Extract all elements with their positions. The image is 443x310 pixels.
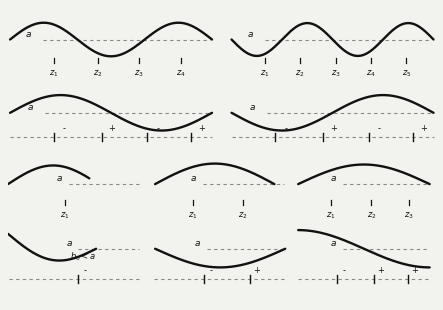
Text: $z_{2}$: $z_{2}$ bbox=[93, 68, 102, 79]
Text: +: + bbox=[330, 124, 337, 133]
Text: -: - bbox=[378, 124, 381, 133]
Text: +: + bbox=[109, 124, 116, 133]
Text: $z_{3}$: $z_{3}$ bbox=[331, 68, 341, 79]
Text: $z_{4}$: $z_{4}$ bbox=[176, 68, 186, 79]
Text: $a$: $a$ bbox=[190, 174, 197, 183]
Text: $a$: $a$ bbox=[330, 239, 337, 248]
Text: -: - bbox=[284, 124, 287, 133]
Text: $z_{1}$: $z_{1}$ bbox=[260, 68, 270, 79]
Text: $b_0 < a$: $b_0 < a$ bbox=[70, 250, 97, 263]
Text: +: + bbox=[253, 266, 260, 275]
Text: $a$: $a$ bbox=[194, 239, 201, 248]
Text: $a$: $a$ bbox=[66, 239, 73, 248]
Text: $z_{1}$: $z_{1}$ bbox=[188, 211, 198, 221]
Text: $z_{3}$: $z_{3}$ bbox=[404, 211, 414, 221]
Text: $z_{1}$: $z_{1}$ bbox=[60, 211, 70, 221]
Text: $a$: $a$ bbox=[25, 30, 32, 39]
Text: $a$: $a$ bbox=[56, 174, 63, 183]
Text: -: - bbox=[84, 266, 87, 275]
Text: $z_{2}$: $z_{2}$ bbox=[366, 211, 376, 221]
Text: -: - bbox=[209, 266, 212, 275]
Text: $z_{1}$: $z_{1}$ bbox=[326, 211, 335, 221]
Text: +: + bbox=[377, 266, 384, 275]
Text: $a$: $a$ bbox=[249, 103, 256, 112]
Text: +: + bbox=[198, 124, 205, 133]
Text: -: - bbox=[343, 266, 346, 275]
Text: $z_{1}$: $z_{1}$ bbox=[49, 68, 58, 79]
Text: $z_{2}$: $z_{2}$ bbox=[295, 68, 305, 79]
Text: +: + bbox=[420, 124, 427, 133]
Text: -: - bbox=[156, 124, 159, 133]
Text: $z_{2}$: $z_{2}$ bbox=[238, 211, 248, 221]
Text: $a$: $a$ bbox=[247, 30, 254, 39]
Text: $z_{5}$: $z_{5}$ bbox=[402, 68, 411, 79]
Text: $z_{3}$: $z_{3}$ bbox=[134, 68, 144, 79]
Text: -: - bbox=[63, 124, 66, 133]
Text: +: + bbox=[411, 266, 418, 275]
Text: $a$: $a$ bbox=[27, 103, 35, 112]
Text: $z_{4}$: $z_{4}$ bbox=[366, 68, 376, 79]
Text: $a$: $a$ bbox=[330, 174, 337, 183]
